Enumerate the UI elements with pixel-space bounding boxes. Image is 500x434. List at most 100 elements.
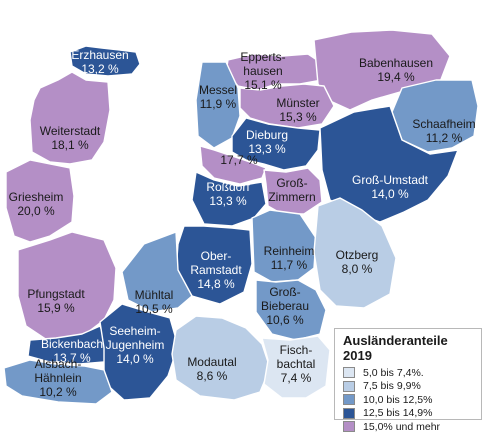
label-gross-bieberau: Groß- Bieberau 10,6 % [261,285,309,327]
municipality-name-line: Seeheim- [109,324,161,338]
municipality-name: Weiterstadt [39,124,101,138]
label-babenhausen: Babenhausen 19,4 % [359,56,433,84]
municipality-value: 11,9 % [199,97,237,111]
legend-label: 7,5 bis 9,9% [363,380,421,393]
legend-swatch [343,367,355,379]
region-muenster [239,83,335,129]
municipality-value: 10,5 % [135,302,173,316]
municipality-name-line: Groß- [276,176,308,190]
municipality-name-line: Fisch- [279,343,313,357]
municipality-name: Babenhausen [358,56,434,70]
municipality-value: 15,1 % [244,78,282,92]
municipality-name: Groß-Umstadt [351,173,429,187]
municipality-name-line: Bieberau [260,299,310,313]
municipality-value: 11,2 % [425,131,463,145]
municipality-name-line: Groß- [269,285,301,299]
region-fischbachtal [261,335,331,399]
municipality-value: 10,2 % [39,385,77,399]
municipality-value: 13,3 % [248,142,286,156]
municipality-name: Münster [276,96,320,110]
municipality-name-line: Ramstadt [190,263,242,277]
municipality-value: 18,1 % [51,138,89,152]
legend-swatch [343,421,355,433]
municipality-name: Reinheim [263,244,315,258]
municipality-value: 14,0 % [371,187,409,201]
municipality-name: Erzhausen [71,48,129,62]
region-dieburg [231,117,321,171]
municipality-name: Dieburg [245,128,289,142]
municipality-name-line: Jugenheim [105,338,165,352]
municipality-name-line: hausen [243,64,283,78]
municipality-value: 11,7 % [270,258,308,272]
municipality-value: 13,2 % [81,62,119,76]
label-darmstadt-dieburg: 17,7 % [220,153,257,167]
label-fischbachtal: Fisch-bachtal 7,4 % [277,343,316,385]
municipality-name-line: Hähnlein [34,371,82,385]
municipality-name: Mühltal [134,288,174,302]
region-gross-zimmern [263,167,323,215]
municipality-name: Messel [198,83,238,97]
legend-label: 5,0 bis 7,4%. [363,366,424,379]
municipality-value: 8,6 % [196,369,228,383]
label-ober-ramstadt: Ober- Ramstadt 14,8 % [190,249,241,291]
legend-row: 10,0 bis 12,5% [343,393,473,407]
municipality-value: 14,8 % [197,277,235,291]
municipality-value: 7,4 % [280,371,312,385]
municipality-value: 15,9 % [37,301,75,315]
legend-row: 7,5 bis 9,9% [343,380,473,394]
region-reinheim [251,209,317,283]
municipality-value: 10,6 % [266,313,304,327]
municipality-name: Bickenbach [40,337,104,351]
municipality-value: 8,0 % [341,262,373,276]
municipality-name-line: bachtal [276,357,316,371]
label-muehltal: Mühltal 10,5 % [135,288,174,316]
municipality-name: Otzberg [335,248,379,262]
municipality-value: 17,7 % [220,153,258,167]
legend-row: 5,0 bis 7,4%. [343,366,473,380]
municipality-name: Roßdorf [206,180,250,194]
legend-label: 15,0% und mehr [363,420,441,433]
label-gross-umstadt: Groß-Umstadt 14,0 % [352,173,428,201]
label-eppertshausen: Epperts-hausen 15,1 % [240,50,285,92]
region-gross-bieberau [255,279,327,341]
label-weiterstadt: Weiterstadt 18,1 % [40,124,100,152]
region-pfungstadt [17,231,117,343]
legend-row: 12,5 bis 14,9% [343,407,473,421]
label-messel: Messel 11,9 % [199,83,237,111]
label-pfungstadt: Pfungstadt 15,9 % [27,287,84,315]
label-seeheim-jugenheim: Seeheim- Jugenheim 14,0 % [106,324,165,366]
region-alsbach-haehnlein [3,359,113,405]
region-otzberg [313,197,397,309]
municipality-name-line: Alsbach- [34,357,82,371]
municipality-value: 20,0 % [17,204,55,218]
region-weiterstadt [29,71,111,165]
legend-title: Ausländeranteile 2019 [343,333,448,363]
region-rossdorf [191,171,267,227]
label-rossdorf: Roßdorf 13,3 % [206,180,249,208]
legend: Ausländeranteile 2019 5,0 bis 7,4%. 7,5 b… [334,328,482,433]
label-bickenbach: Bickenbach 13,7 % [41,337,103,365]
municipality-name: Griesheim [8,190,64,204]
label-reinheim: Reinheim 11,7 % [264,244,315,272]
legend-swatch [343,394,355,406]
label-dieburg: Dieburg 13,3 % [246,128,288,156]
municipality-value: 15,3 % [279,110,317,124]
label-erzhausen: Erzhausen 13,2 % [71,48,128,76]
municipality-name-line: Ober- [200,249,232,263]
region-erzhausen [69,45,141,77]
label-alsbach-haehnlein: Alsbach- Hähnlein 10,2 % [34,357,81,399]
municipality-name: Schaafheim [412,117,476,131]
label-otzberg: Otzberg 8,0 % [336,248,379,276]
municipality-value: 19,4 % [377,70,415,84]
region-griesheim [5,159,75,243]
legend-swatch [343,407,355,419]
label-griesheim: Griesheim 20,0 % [9,190,64,218]
municipality-value: 13,3 % [209,194,247,208]
region-muehltal [121,231,193,313]
municipality-value: 14,0 % [116,352,154,366]
legend-label: 12,5 bis 14,9% [363,407,433,420]
municipality-value: 13,7 % [53,351,91,365]
municipality-name-line: Zimmern [268,190,316,204]
label-gross-zimmern: Groß- Zimmern [268,176,315,204]
